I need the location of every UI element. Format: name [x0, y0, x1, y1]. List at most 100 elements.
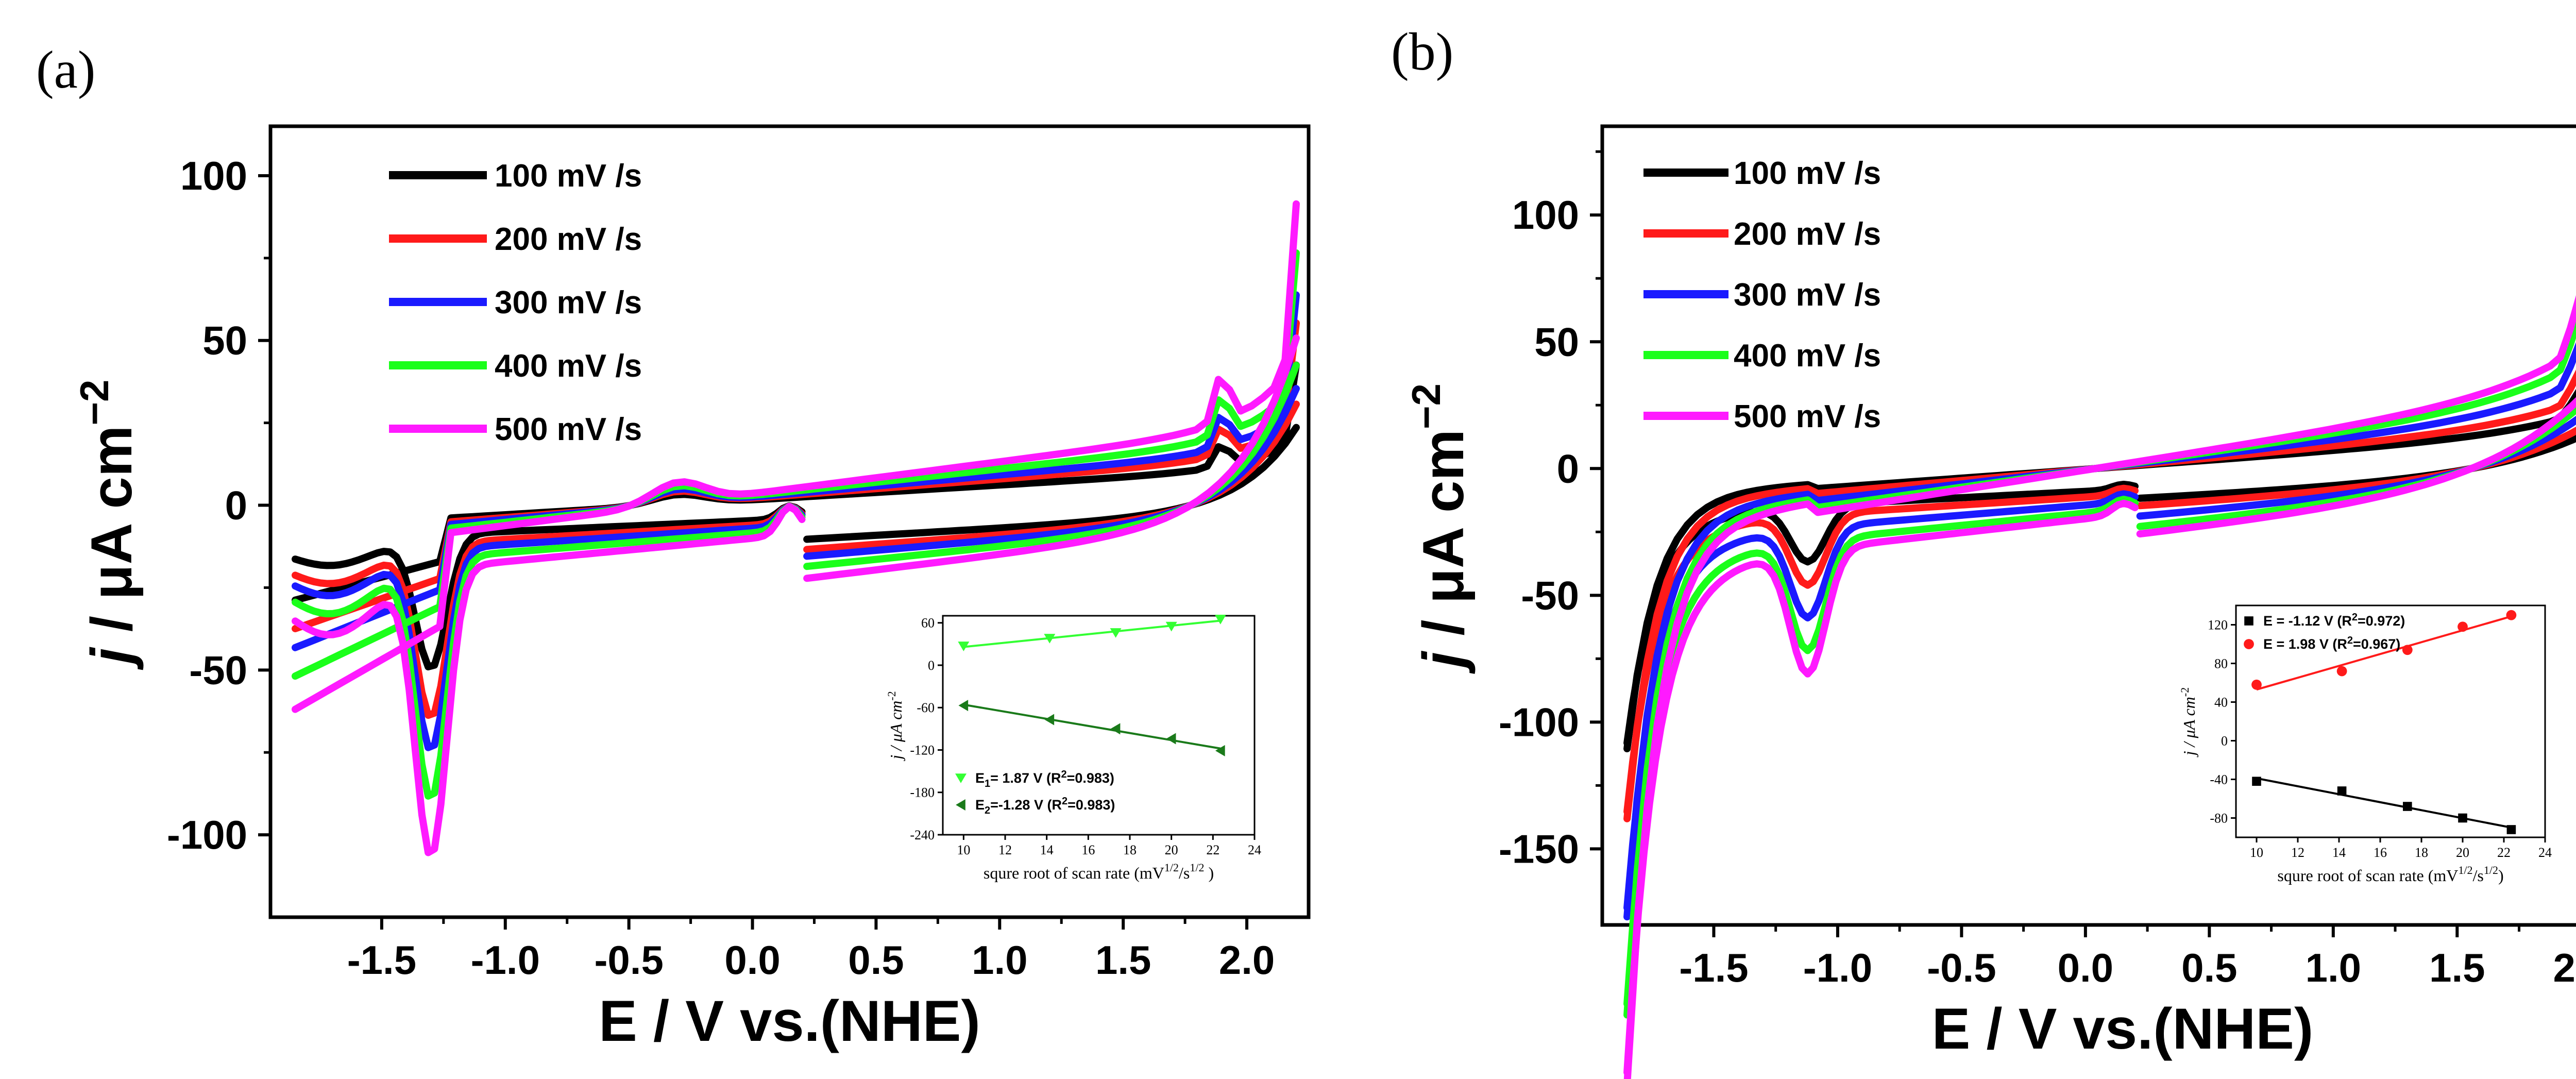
inset-legend-sup: 2 [2347, 635, 2353, 646]
inset-legend-sub: 1 [985, 778, 990, 789]
inset-y-axis-title: j / μA cm-2 [885, 691, 905, 761]
x-tick-label: 1.0 [972, 937, 1027, 983]
inset-x-tick-label: 24 [2538, 845, 2552, 860]
inset-x-tick-label: 12 [2291, 845, 2304, 860]
y-axis-title-exp: −2 [72, 380, 117, 426]
cv-curve-5 [1623, 499, 2139, 1076]
inset-x-tick-label: 12 [998, 842, 1012, 857]
inset-x-axis-title-text: squre root of scan rate (mV [984, 864, 1164, 882]
inset-background [2174, 595, 2561, 904]
y-tick-label: 50 [1534, 319, 1579, 364]
inset-x-axis-title-sup: 1/2 [1164, 861, 1179, 874]
inset-legend-label: E1= 1.87 V (R2=0.983) [975, 769, 1114, 789]
inset-x-tick-label: 16 [1081, 842, 1095, 857]
inset-legend-text: =0.972) [2358, 613, 2405, 629]
inset-legend-label: E = 1.98 V (R2=0.967) [2263, 635, 2400, 652]
x-tick-label: 2.0 [1219, 937, 1275, 983]
inset-legend-text: = 1.87 V (R [990, 770, 1061, 786]
y-axis-title-unit: / μA cm [1411, 429, 1476, 652]
inset-x-tick-label: 22 [2497, 845, 2511, 860]
inset-point [2251, 679, 2262, 690]
inset-legend-label: E2=-1.28 V (R2=0.983) [975, 796, 1115, 816]
inset-legend-marker [2244, 639, 2254, 649]
inset-y-axis-title-sup: -2 [885, 691, 898, 700]
inset-y-axis-title: j / μA cm-2 [2178, 687, 2198, 757]
legend-label: 100 mV /s [1734, 156, 1881, 191]
inset-x-axis-title-text: ) [1204, 864, 1214, 882]
inset-x-tick-label: 14 [2332, 845, 2346, 860]
inset-y-tick-label: 0 [928, 658, 935, 673]
inset-legend-sup: 2 [1061, 769, 1066, 780]
cv-curve-5 [292, 502, 806, 856]
cv-curve-1 [292, 502, 806, 670]
y-tick-label: 100 [1512, 192, 1579, 238]
inset-legend-text: =0.967) [2353, 636, 2400, 652]
x-tick-label: 2.0 [2553, 945, 2576, 990]
legend-label: 300 mV /s [495, 285, 642, 321]
y-tick-label: -150 [1499, 826, 1579, 871]
inset-point [2506, 825, 2516, 834]
inset-x-axis-title-text: ) [2498, 866, 2504, 885]
inset-fit-line [963, 619, 1221, 648]
plot-frame [1600, 124, 2576, 927]
inset-fit-line [963, 703, 1221, 750]
inset-legend-label: E = -1.12 V (R2=0.972) [2263, 612, 2405, 629]
inset-y-tick-label: -180 [910, 785, 935, 800]
inset-legend-text: =0.983) [1067, 797, 1115, 813]
inset-x-tick-label: 20 [1165, 842, 1178, 857]
inset-x-tick-label: 20 [2456, 845, 2469, 860]
x-axis-title: E / V vs.(NHE) [1932, 997, 2314, 1061]
inset-x-axis-title-text: /s [1179, 864, 1190, 882]
legend-label: 200 mV /s [495, 222, 642, 257]
inset-x-tick-label: 18 [2415, 845, 2428, 860]
inset-y-tick-label: 0 [2221, 734, 2228, 749]
x-axis-title: E / V vs.(NHE) [599, 989, 980, 1053]
legend-label: 500 mV /s [495, 412, 642, 447]
cv-curve-5 [1623, 295, 2576, 1079]
panel-label: (a) [36, 40, 95, 99]
inset-legend-marker [956, 799, 965, 811]
plot-frame [268, 124, 1311, 919]
inset-point [2336, 666, 2347, 677]
inset-y-tick-label: -240 [910, 828, 935, 842]
y-axis-title: j / μA cm−2 [1403, 383, 1476, 675]
inset-legend-marker [2244, 616, 2253, 626]
inset-plot: 10 12 14 16 18 20 22 24-240-180-120-60060squre … [881, 605, 1270, 902]
x-tick-label: -1.0 [471, 937, 540, 983]
inset-legend-text: =-1.28 V (R [990, 797, 1062, 813]
inset-y-tick-label: 80 [2214, 656, 2228, 671]
inset-point [1166, 733, 1176, 745]
inset-x-axis-title: squre root of scan rate (mV1/2/s1/2) [2277, 864, 2503, 885]
inset-y-tick-label: 40 [2214, 695, 2228, 710]
x-tick-label: 1.5 [2429, 945, 2485, 990]
cv-curve-4 [292, 502, 806, 800]
y-tick-label: -100 [167, 812, 247, 857]
y-axis-title-exp: −2 [1403, 383, 1449, 429]
inset-point [1215, 745, 1225, 756]
inset-point [2458, 621, 2468, 632]
inset-legend-text: =0.983) [1067, 770, 1114, 786]
inset-y-axis-title-sup: -2 [2178, 687, 2191, 697]
legend-label: 300 mV /s [1734, 277, 1881, 313]
y-tick-label: 0 [1557, 446, 1579, 491]
cv-curve-3 [1623, 490, 2139, 912]
x-tick-label: 0.5 [848, 937, 904, 983]
inset-point [958, 700, 969, 712]
x-tick-label: 1.5 [1095, 937, 1151, 983]
inset-x-tick-label: 16 [2374, 845, 2387, 860]
inset-fit-line [2256, 777, 2512, 829]
inset-point [1214, 615, 1226, 625]
inset-x-tick-label: 10 [957, 842, 970, 857]
cv-curve-5 [2136, 397, 2576, 538]
cv-curve-5 [292, 200, 1300, 713]
inset-legend-sup: 2 [2352, 612, 2358, 623]
y-tick-label: -100 [1499, 699, 1579, 745]
y-axis-title-italic: j [79, 646, 144, 670]
x-tick-label: 0.0 [2058, 945, 2113, 990]
inset-legend-text: E [975, 797, 985, 813]
inset-point [1110, 628, 1122, 638]
inset-legend-text: E = -1.12 V (R [2263, 613, 2352, 629]
y-tick-label: 100 [180, 153, 247, 198]
panel-label: (b) [1391, 22, 1453, 81]
inset-x-tick-label: 14 [1040, 842, 1054, 857]
